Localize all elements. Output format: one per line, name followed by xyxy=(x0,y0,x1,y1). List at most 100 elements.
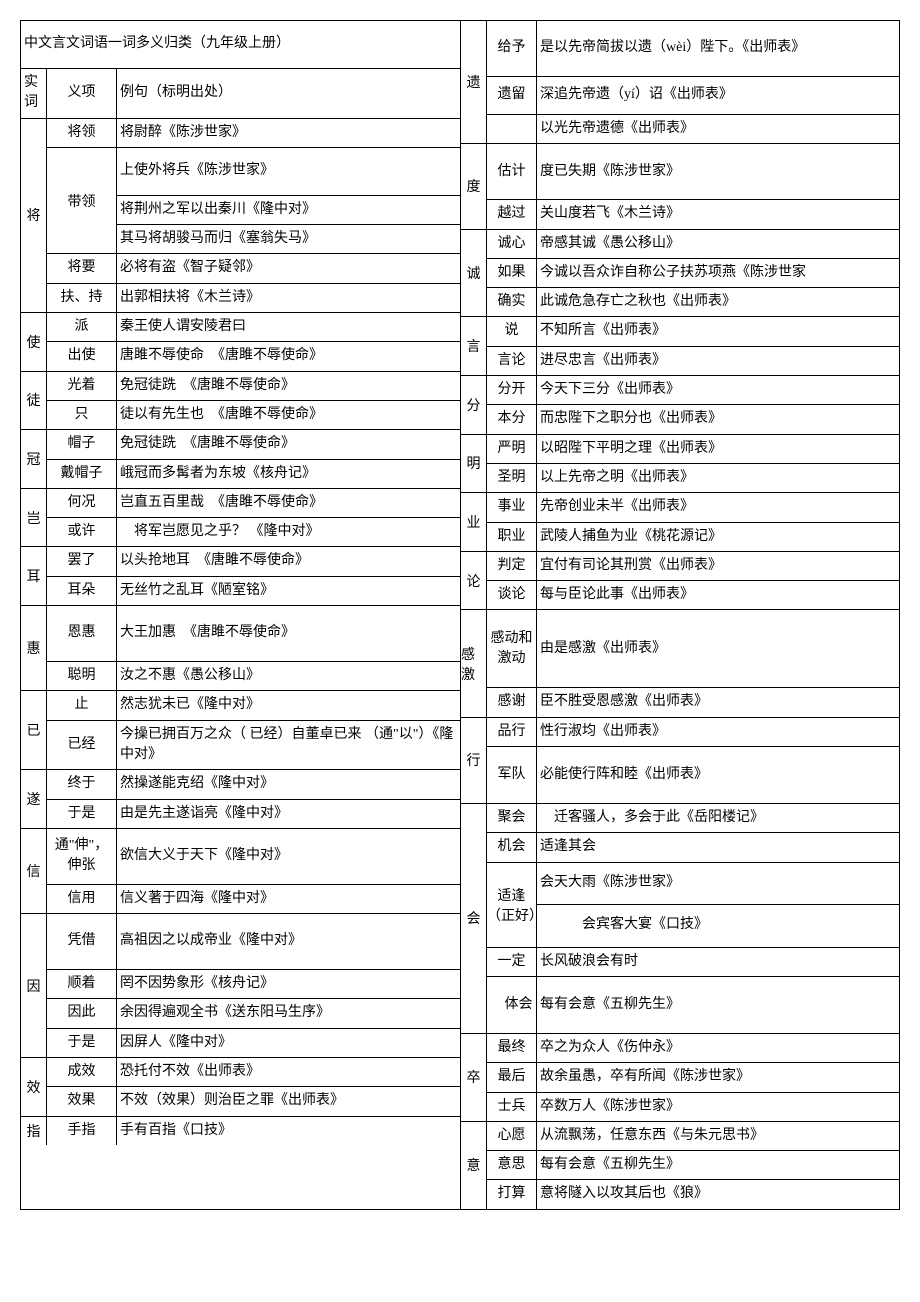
example-cell: 必将有盗《智子疑邻》 xyxy=(117,254,460,282)
word-group: 会聚会 迁客骚人，多会于此《岳阳楼记》机会适逢其会适逢（正好）会天大雨《陈涉世家… xyxy=(460,804,899,1034)
word-char: 指 xyxy=(21,1117,47,1145)
meaning-cell: 聚会 xyxy=(486,804,536,832)
meaning-cell: 本分 xyxy=(486,405,536,433)
meaning-cell: 军队 xyxy=(486,747,536,803)
example-cell: 将尉醉《陈涉世家》 xyxy=(117,119,460,147)
example-cell: 其马将胡骏马而归《塞翁失马》 xyxy=(117,225,460,253)
meaning-cell: 机会 xyxy=(486,833,536,861)
example-cell: 将荆州之军以出秦川《隆中对》 xyxy=(117,196,460,224)
meaning-cell: 派 xyxy=(47,313,117,341)
word-char: 论 xyxy=(460,552,486,610)
word-char: 卒 xyxy=(460,1034,486,1121)
example-cell: 无丝竹之乱耳《陋室铭》 xyxy=(117,577,460,605)
word-group: 卒最终卒之为众人《伤仲永》最后故余虽愚，卒有所闻《陈涉世家》士兵卒数万人《陈涉世… xyxy=(460,1034,899,1122)
meaning-cell: 心愿 xyxy=(486,1122,536,1150)
example-cell: 会宾客大宴《口技》 xyxy=(536,905,899,947)
example-cell: 性行淑均《出师表》 xyxy=(536,718,899,746)
example-cell: 欲信大义于天下《隆中对》 xyxy=(117,829,460,884)
meaning-cell: 光着 xyxy=(47,372,117,400)
example-cell: 岂直五百里哉 《唐雎不辱使命》 xyxy=(117,489,460,517)
example-cell: 以上先帝之明《出师表》 xyxy=(536,464,899,492)
meaning-cell: 体会 xyxy=(486,977,536,1033)
example-cell: 是以先帝简拔以遗（wèi）陛下。《出师表》 xyxy=(536,21,899,76)
meaning-cell: 顺着 xyxy=(47,970,117,998)
word-char: 遗 xyxy=(460,21,486,143)
word-group: 使派秦王使人谓安陵君曰出使唐雎不辱使命 《唐雎不辱使命》 xyxy=(21,313,460,372)
word-group: 岂何况岂直五百里哉 《唐雎不辱使命》或许 将军岂愿见之乎？ 《隆中对》 xyxy=(21,489,460,548)
word-group: 明严明以昭陛下平明之理《出师表》圣明以上先帝之明《出师表》 xyxy=(460,435,899,494)
word-group: 论判定宜付有司论其刑赏《出师表》谈论每与臣论此事《出师表》 xyxy=(460,552,899,611)
meaning-cell: 确实 xyxy=(486,288,536,316)
word-char: 度 xyxy=(460,144,486,228)
meaning-cell: 判定 xyxy=(486,552,536,580)
meaning-cell: 意思 xyxy=(486,1151,536,1179)
word-group: 言说不知所言《出师表》言论进尽忠言《出师表》 xyxy=(460,317,899,376)
word-char: 行 xyxy=(460,718,486,803)
meaning-cell: 已经 xyxy=(47,721,117,770)
example-cell: 然志犹未已《隆中对》 xyxy=(117,691,460,719)
example-cell: 进尽忠言《出师表》 xyxy=(536,347,899,375)
word-char: 冠 xyxy=(21,430,47,488)
meaning-cell: 恩惠 xyxy=(47,606,117,661)
meaning-cell: 罢了 xyxy=(47,547,117,575)
example-cell: 适逢其会 xyxy=(536,833,899,861)
example-cell: 由是感激《出师表》 xyxy=(536,610,899,687)
example-cell: 度已失期《陈涉世家》 xyxy=(536,144,899,199)
word-char: 耳 xyxy=(21,547,47,605)
word-char: 意 xyxy=(460,1122,486,1209)
example-cell: 以头抢地耳 《唐雎不辱使命》 xyxy=(117,547,460,575)
example-cell: 高祖因之以成帝业《隆中对》 xyxy=(117,914,460,969)
word-char: 诚 xyxy=(460,230,486,317)
meaning-cell: 职业 xyxy=(486,523,536,551)
header-example: 例句（标明出处） xyxy=(117,69,460,118)
meaning-cell: 最后 xyxy=(486,1063,536,1091)
example-cell: 今天下三分《出师表》 xyxy=(536,376,899,404)
meaning-cell: 越过 xyxy=(486,200,536,228)
header-row-left: 实词 义项 例句（标明出处） xyxy=(21,69,460,119)
word-group: 惠恩惠大王加惠 《唐雎不辱使命》聪明汝之不惠《愚公移山》 xyxy=(21,606,460,691)
meaning-cell: 通"伸"，伸张 xyxy=(47,829,117,884)
meaning-cell: 凭借 xyxy=(47,914,117,969)
meaning-cell: 将要 xyxy=(47,254,117,282)
word-group: 遗给予是以先帝简拔以遗（wèi）陛下。《出师表》遗留深追先帝遗（yí）诏《出师表… xyxy=(460,21,899,144)
meaning-cell: 只 xyxy=(47,401,117,429)
meaning-cell: 品行 xyxy=(486,718,536,746)
word-group: 行品行性行淑均《出师表》军队必能使行阵和睦《出师表》 xyxy=(460,718,899,804)
example-cell: 恐托付不效《出师表》 xyxy=(117,1058,460,1086)
example-cell: 以光先帝遗德《出师表》 xyxy=(536,115,899,143)
meaning-cell: 于是 xyxy=(47,1029,117,1057)
meaning-cell: 打算 xyxy=(486,1180,536,1208)
example-cell: 免冠徒跣 《唐雎不辱使命》 xyxy=(117,430,460,458)
header-meaning: 义项 xyxy=(47,69,117,118)
example-cell: 深追先帝遗（yí）诏《出师表》 xyxy=(536,77,899,114)
word-group: 将将领将尉醉《陈涉世家》带领上使外将兵《陈涉世家》将荆州之军以出秦川《隆中对》其… xyxy=(21,119,460,313)
table-title: 中文言文词语一词多义归类（九年级上册） xyxy=(21,21,460,68)
meaning-cell: 估计 xyxy=(486,144,536,199)
meaning-cell: 耳朵 xyxy=(47,577,117,605)
word-char: 徒 xyxy=(21,372,47,430)
meaning-cell: 效果 xyxy=(47,1087,117,1115)
example-cell: 唐雎不辱使命 《唐雎不辱使命》 xyxy=(117,342,460,370)
meaning-cell: 圣明 xyxy=(486,464,536,492)
meaning-cell: 将领 xyxy=(47,119,117,147)
example-cell: 卒之为众人《伤仲永》 xyxy=(536,1034,899,1062)
example-cell: 宜付有司论其刑赏《出师表》 xyxy=(536,552,899,580)
word-group: 分分开今天下三分《出师表》本分而忠陛下之职分也《出师表》 xyxy=(460,376,899,435)
example-cell: 免冠徒跣 《唐雎不辱使命》 xyxy=(117,372,460,400)
meaning-cell: 言论 xyxy=(486,347,536,375)
meaning-cell: 止 xyxy=(47,691,117,719)
meaning-cell: 因此 xyxy=(47,999,117,1027)
example-cell: 先帝创业未半《出师表》 xyxy=(536,493,899,521)
word-group: 徒光着免冠徒跣 《唐雎不辱使命》只徒以有先生也 《唐雎不辱使命》 xyxy=(21,372,460,431)
example-cell: 从流飘荡，任意东西《与朱元思书》 xyxy=(536,1122,899,1150)
example-cell: 长风破浪会有时 xyxy=(536,948,899,976)
example-cell: 因屏人《隆中对》 xyxy=(117,1029,460,1057)
example-cell: 徒以有先生也 《唐雎不辱使命》 xyxy=(117,401,460,429)
meaning-cell: 感动和激动 xyxy=(486,610,536,687)
example-cell: 由是先主遂诣亮《隆中对》 xyxy=(117,800,460,828)
word-group: 意心愿从流飘荡，任意东西《与朱元思书》意思每有会意《五柳先生》打算意将隧入以攻其… xyxy=(460,1122,899,1209)
example-cell: 不效（效果）则治臣之罪《出师表》 xyxy=(117,1087,460,1115)
word-char: 因 xyxy=(21,914,47,1057)
meaning-cell: 终于 xyxy=(47,770,117,798)
left-column: 中文言文词语一词多义归类（九年级上册） 实词 义项 例句（标明出处） 将将领将尉… xyxy=(21,21,460,1209)
